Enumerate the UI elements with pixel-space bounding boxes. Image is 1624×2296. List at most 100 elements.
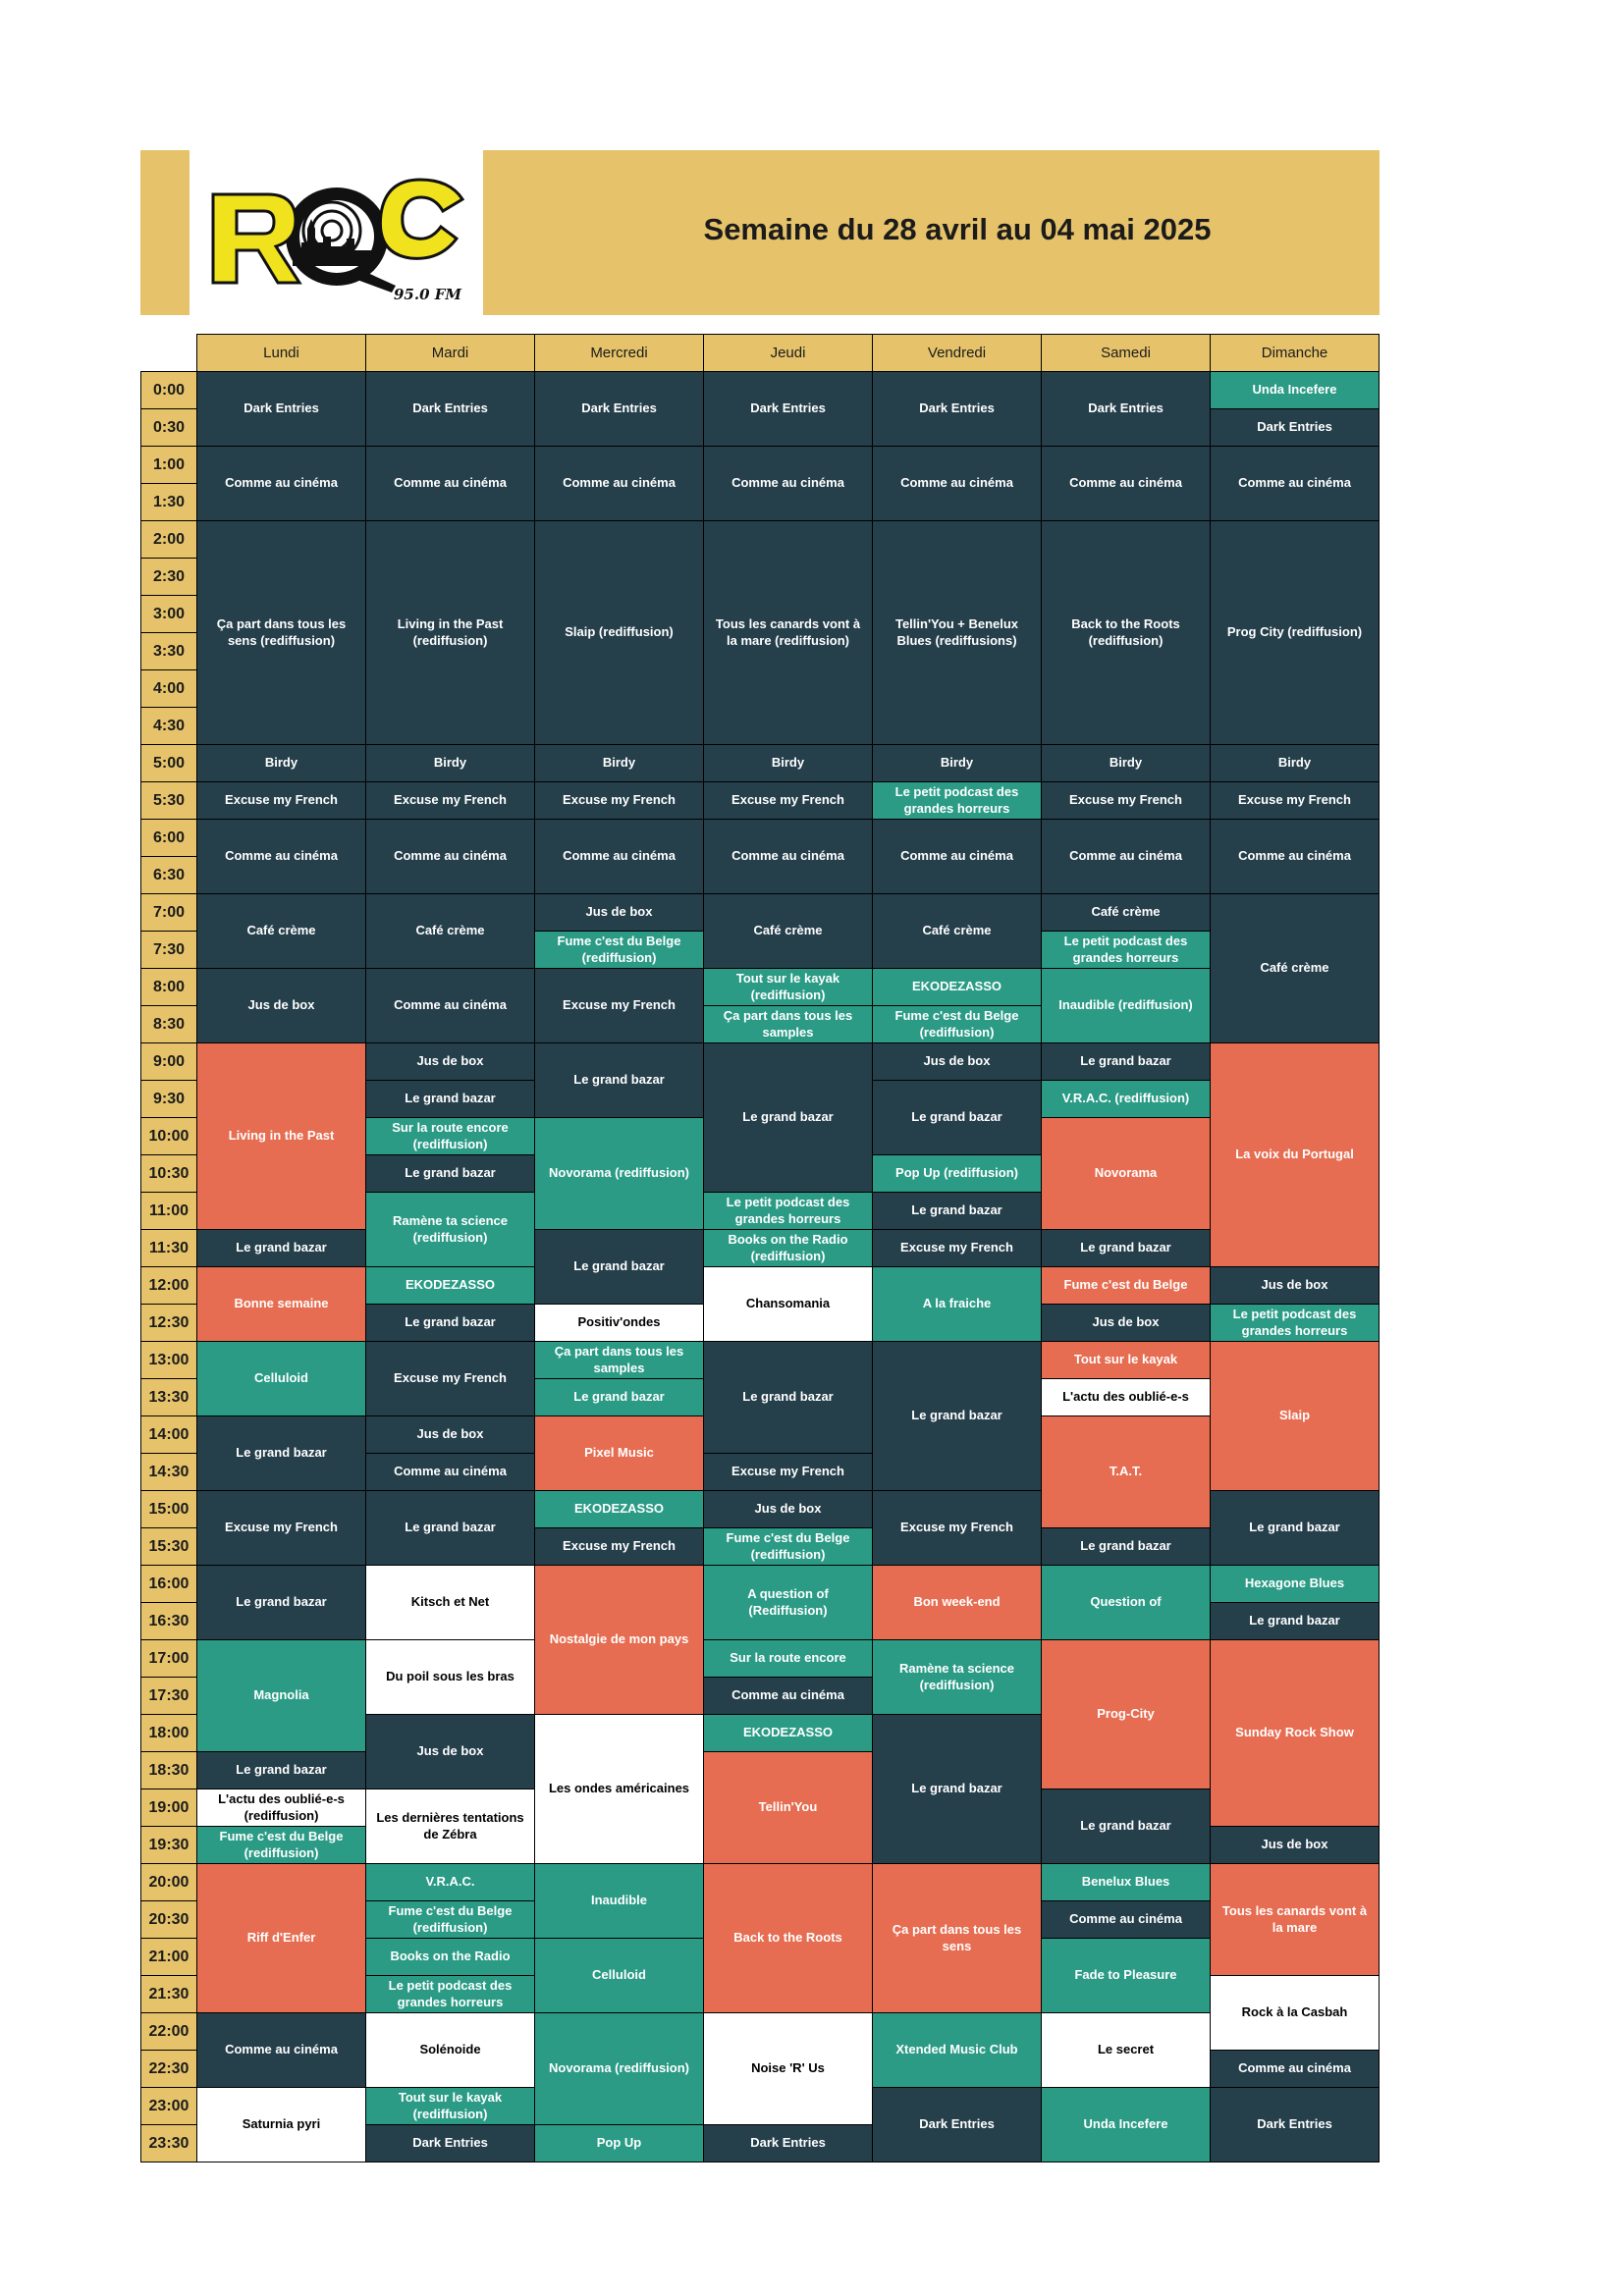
program-slot[interactable]: Le grand bazar bbox=[872, 1080, 1042, 1155]
program-slot[interactable]: Comme au cinéma bbox=[872, 819, 1042, 894]
program-slot[interactable]: Le petit podcast des grandes horreurs bbox=[703, 1192, 873, 1230]
program-slot[interactable]: EKODEZASSO bbox=[534, 1490, 704, 1528]
program-slot[interactable]: Prog-City bbox=[1041, 1639, 1211, 1789]
program-slot[interactable]: Ça part dans tous les sens bbox=[872, 1863, 1042, 2013]
program-slot[interactable]: Café crème bbox=[872, 893, 1042, 969]
program-slot[interactable]: Unda Incefere bbox=[1210, 371, 1380, 409]
program-slot[interactable]: Fume c'est du Belge (rediffusion) bbox=[534, 931, 704, 969]
program-slot[interactable]: Fume c'est du Belge bbox=[1041, 1266, 1211, 1305]
program-slot[interactable]: Comme au cinéma bbox=[365, 968, 535, 1043]
program-slot[interactable]: Comme au cinéma bbox=[534, 819, 704, 894]
program-slot[interactable]: Fade to Pleasure bbox=[1041, 1938, 1211, 2013]
program-slot[interactable]: Tout sur le kayak (rediffusion) bbox=[365, 2087, 535, 2125]
program-slot[interactable]: Le grand bazar bbox=[534, 1378, 704, 1416]
program-slot[interactable]: Excuse my French bbox=[196, 1490, 366, 1566]
program-slot[interactable]: T.A.T. bbox=[1041, 1415, 1211, 1528]
program-slot[interactable]: Bonne semaine bbox=[196, 1266, 366, 1342]
program-slot[interactable]: Birdy bbox=[365, 744, 535, 782]
program-slot[interactable]: Le grand bazar bbox=[1041, 1229, 1211, 1267]
program-slot[interactable]: Excuse my French bbox=[703, 1453, 873, 1491]
program-slot[interactable]: Birdy bbox=[703, 744, 873, 782]
program-slot[interactable]: Excuse my French bbox=[872, 1490, 1042, 1566]
program-slot[interactable]: Ramène ta science (rediffusion) bbox=[365, 1192, 535, 1267]
program-slot[interactable]: Solénoide bbox=[365, 2012, 535, 2088]
program-slot[interactable]: Birdy bbox=[1041, 744, 1211, 782]
program-slot[interactable]: Dark Entries bbox=[534, 371, 704, 447]
program-slot[interactable]: Fume c'est du Belge (rediffusion) bbox=[872, 1005, 1042, 1043]
program-slot[interactable]: Dark Entries bbox=[872, 2087, 1042, 2163]
program-slot[interactable]: Novorama bbox=[1041, 1117, 1211, 1230]
program-slot[interactable]: Le grand bazar bbox=[365, 1080, 535, 1118]
program-slot[interactable]: Le grand bazar bbox=[1210, 1602, 1380, 1640]
program-slot[interactable]: Les ondes américaines bbox=[534, 1714, 704, 1864]
program-slot[interactable]: Ramène ta science (rediffusion) bbox=[872, 1639, 1042, 1715]
program-slot[interactable]: La voix du Portugal bbox=[1210, 1042, 1380, 1267]
program-slot[interactable]: Celluloid bbox=[196, 1341, 366, 1416]
program-slot[interactable]: Dark Entries bbox=[703, 371, 873, 447]
program-slot[interactable]: Le grand bazar bbox=[1041, 1042, 1211, 1081]
program-slot[interactable]: Ça part dans tous les samples bbox=[534, 1341, 704, 1379]
program-slot[interactable]: Excuse my French bbox=[1210, 781, 1380, 820]
program-slot[interactable]: Excuse my French bbox=[534, 1527, 704, 1566]
program-slot[interactable]: Jus de box bbox=[872, 1042, 1042, 1081]
program-slot[interactable]: Dark Entries bbox=[365, 2124, 535, 2163]
program-slot[interactable]: Comme au cinéma bbox=[196, 819, 366, 894]
program-slot[interactable]: Le grand bazar bbox=[872, 1714, 1042, 1864]
program-slot[interactable]: L'actu des oublié-e-s bbox=[1041, 1378, 1211, 1416]
program-slot[interactable]: Inaudible (rediffusion) bbox=[1041, 968, 1211, 1043]
program-slot[interactable]: Du poil sous les bras bbox=[365, 1639, 535, 1715]
program-slot[interactable]: Hexagone Blues bbox=[1210, 1565, 1380, 1603]
program-slot[interactable]: Birdy bbox=[872, 744, 1042, 782]
program-slot[interactable]: Books on the Radio (rediffusion) bbox=[703, 1229, 873, 1267]
program-slot[interactable]: Kitsch et Net bbox=[365, 1565, 535, 1640]
program-slot[interactable]: Tout sur le kayak (rediffusion) bbox=[703, 968, 873, 1006]
program-slot[interactable]: Le grand bazar bbox=[365, 1304, 535, 1342]
program-slot[interactable]: Le grand bazar bbox=[196, 1229, 366, 1267]
program-slot[interactable]: Jus de box bbox=[196, 968, 366, 1043]
program-slot[interactable]: Jus de box bbox=[1210, 1826, 1380, 1864]
program-slot[interactable]: Comme au cinéma bbox=[703, 819, 873, 894]
program-slot[interactable]: Excuse my French bbox=[365, 781, 535, 820]
program-slot[interactable]: L'actu des oublié-e-s (rediffusion) bbox=[196, 1789, 366, 1827]
program-slot[interactable]: Tellin'You + Benelux Blues (rediffusions… bbox=[872, 520, 1042, 745]
program-slot[interactable]: Bon week-end bbox=[872, 1565, 1042, 1640]
program-slot[interactable]: Chansomania bbox=[703, 1266, 873, 1342]
program-slot[interactable]: Dark Entries bbox=[872, 371, 1042, 447]
program-slot[interactable]: Le grand bazar bbox=[872, 1341, 1042, 1491]
program-slot[interactable]: Le grand bazar bbox=[1041, 1789, 1211, 1864]
program-slot[interactable]: Tellin'You bbox=[703, 1751, 873, 1864]
program-slot[interactable]: Le grand bazar bbox=[872, 1192, 1042, 1230]
program-slot[interactable]: Café crème bbox=[1041, 893, 1211, 932]
program-slot[interactable]: Comme au cinéma bbox=[1210, 446, 1380, 521]
program-slot[interactable]: Birdy bbox=[1210, 744, 1380, 782]
program-slot[interactable]: A la fraiche bbox=[872, 1266, 1042, 1342]
program-slot[interactable]: Unda Incefere bbox=[1041, 2087, 1211, 2163]
program-slot[interactable]: Le grand bazar bbox=[703, 1042, 873, 1193]
program-slot[interactable]: Jus de box bbox=[365, 1714, 535, 1789]
program-slot[interactable]: Café crème bbox=[1210, 893, 1380, 1043]
program-slot[interactable]: Le grand bazar bbox=[196, 1565, 366, 1640]
program-slot[interactable]: Novorama (rediffusion) bbox=[534, 1117, 704, 1230]
program-slot[interactable]: Prog City (rediffusion) bbox=[1210, 520, 1380, 745]
program-slot[interactable]: Fume c'est du Belge (rediffusion) bbox=[196, 1826, 366, 1864]
program-slot[interactable]: EKODEZASSO bbox=[703, 1714, 873, 1752]
program-slot[interactable]: Le petit podcast des grandes horreurs bbox=[1210, 1304, 1380, 1342]
program-slot[interactable]: Tout sur le kayak bbox=[1041, 1341, 1211, 1379]
program-slot[interactable]: Jus de box bbox=[534, 893, 704, 932]
program-slot[interactable]: Le grand bazar bbox=[703, 1341, 873, 1454]
program-slot[interactable]: Back to the Roots (rediffusion) bbox=[1041, 520, 1211, 745]
program-slot[interactable]: EKODEZASSO bbox=[872, 968, 1042, 1006]
program-slot[interactable]: Living in the Past (rediffusion) bbox=[365, 520, 535, 745]
program-slot[interactable]: Pop Up bbox=[534, 2124, 704, 2163]
program-slot[interactable]: Positiv'ondes bbox=[534, 1304, 704, 1342]
program-slot[interactable]: Jus de box bbox=[1041, 1304, 1211, 1342]
program-slot[interactable]: Saturnia pyri bbox=[196, 2087, 366, 2163]
program-slot[interactable]: Jus de box bbox=[365, 1415, 535, 1454]
program-slot[interactable]: Living in the Past bbox=[196, 1042, 366, 1230]
program-slot[interactable]: Le grand bazar bbox=[1210, 1490, 1380, 1566]
program-slot[interactable]: Riff d'Enfer bbox=[196, 1863, 366, 2013]
program-slot[interactable]: Question of bbox=[1041, 1565, 1211, 1640]
program-slot[interactable]: Comme au cinéma bbox=[534, 446, 704, 521]
program-slot[interactable]: Le grand bazar bbox=[534, 1229, 704, 1305]
program-slot[interactable]: Comme au cinéma bbox=[1210, 819, 1380, 894]
